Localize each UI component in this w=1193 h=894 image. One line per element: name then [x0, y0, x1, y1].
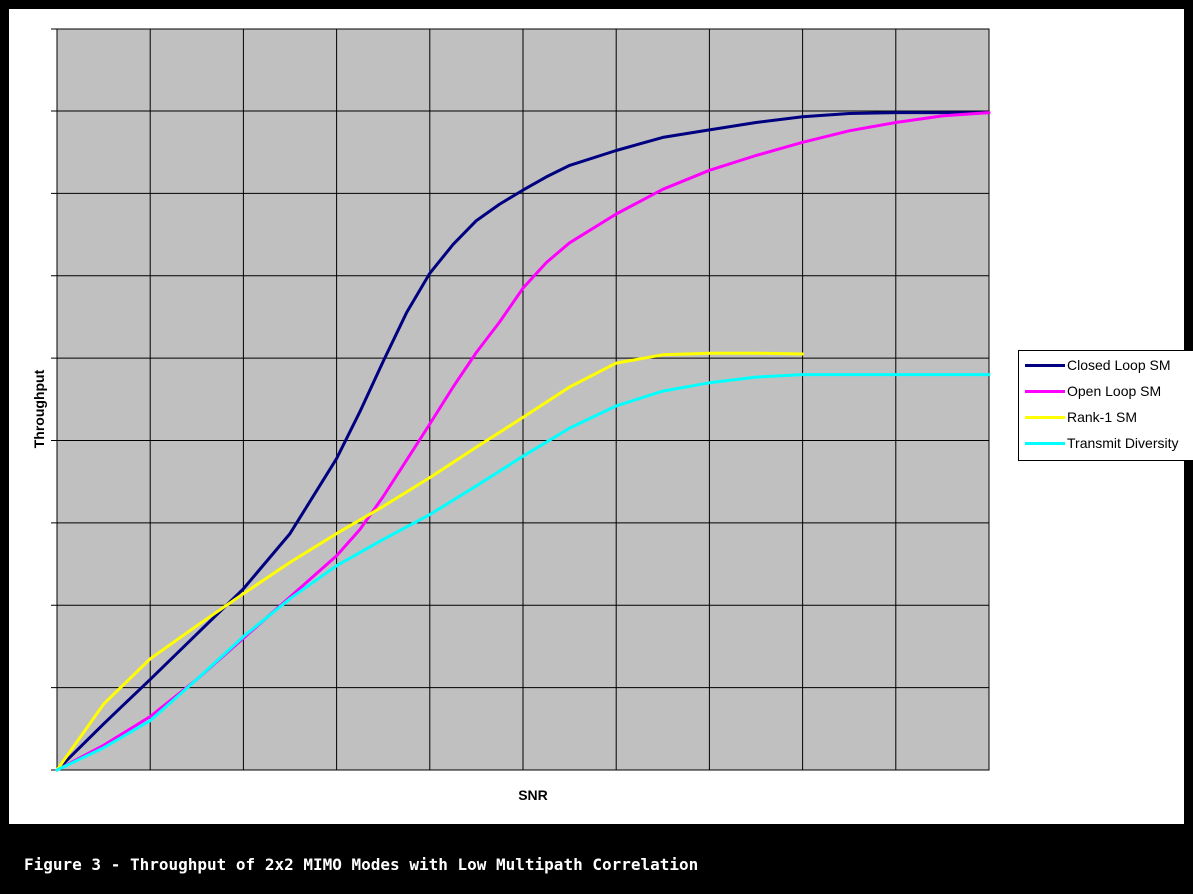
figure-caption: Figure 3 - Throughput of 2x2 MIMO Modes …	[24, 855, 699, 874]
legend-label-rank-1-sm: Rank-1 SM	[1067, 409, 1138, 425]
legend-swatch-rank-1-sm	[1025, 416, 1065, 419]
legend-label-closed-loop-sm: Closed Loop SM	[1067, 357, 1171, 373]
chart-plot-svg	[51, 28, 991, 772]
chart-frame: Throughput SNR Closed Loop SM Open Loop …	[9, 9, 1193, 824]
legend-swatch-closed-loop-sm	[1025, 364, 1065, 367]
series-line-rank-1-sm	[55, 351, 805, 772]
series-line-closed-loop-sm	[55, 111, 991, 772]
figure-caption-bar: Figure 3 - Throughput of 2x2 MIMO Modes …	[9, 837, 1184, 883]
legend-label-open-loop-sm: Open Loop SM	[1067, 383, 1162, 399]
legend-swatch-transmit-diversity	[1025, 442, 1065, 445]
legend-item-closed-loop-sm: Closed Loop SM	[1019, 355, 1193, 375]
y-axis-label: Throughput	[31, 369, 47, 449]
legend-item-rank-1-sm: Rank-1 SM	[1019, 407, 1193, 427]
legend-item-open-loop-sm: Open Loop SM	[1019, 381, 1193, 401]
legend-item-transmit-diversity: Transmit Diversity	[1019, 433, 1193, 453]
legend-label-transmit-diversity: Transmit Diversity	[1067, 435, 1179, 451]
legend-swatch-open-loop-sm	[1025, 390, 1065, 393]
legend: Closed Loop SM Open Loop SM Rank-1 SM Tr…	[1018, 350, 1193, 461]
x-axis-label: SNR	[518, 787, 548, 803]
series-line-transmit-diversity	[55, 373, 991, 772]
